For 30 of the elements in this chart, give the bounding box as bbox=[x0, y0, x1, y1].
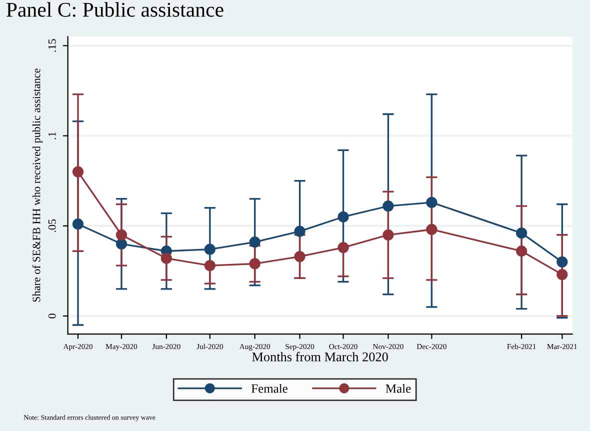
y-tick-label: .05 bbox=[48, 219, 56, 232]
point bbox=[426, 196, 438, 208]
x-axis-title: Months from March 2020 bbox=[252, 352, 388, 362]
point bbox=[426, 224, 438, 236]
point bbox=[516, 246, 528, 257]
point bbox=[294, 250, 306, 262]
y-tick-label: .15 bbox=[48, 39, 56, 52]
point bbox=[556, 256, 568, 268]
y-tick-label: 0 bbox=[48, 314, 56, 318]
point bbox=[556, 268, 568, 280]
point bbox=[516, 228, 528, 239]
point bbox=[72, 166, 84, 178]
point bbox=[204, 260, 216, 272]
y-axis-title: Share of SE&FB HH who received public assistance bbox=[32, 68, 42, 302]
legend-label: Female bbox=[251, 384, 288, 393]
y-tick-label: .1 bbox=[48, 132, 56, 140]
legend-label: Male bbox=[386, 384, 411, 393]
point bbox=[294, 226, 306, 237]
chart-title: Panel C: Public assistance bbox=[6, 2, 224, 17]
point bbox=[72, 218, 84, 230]
point bbox=[382, 200, 394, 212]
point bbox=[338, 211, 349, 222]
point bbox=[382, 229, 394, 240]
point bbox=[160, 252, 172, 264]
point bbox=[204, 244, 216, 255]
point bbox=[116, 229, 128, 240]
point bbox=[338, 242, 349, 254]
point bbox=[249, 258, 260, 270]
point bbox=[249, 236, 260, 248]
point bbox=[116, 238, 128, 250]
